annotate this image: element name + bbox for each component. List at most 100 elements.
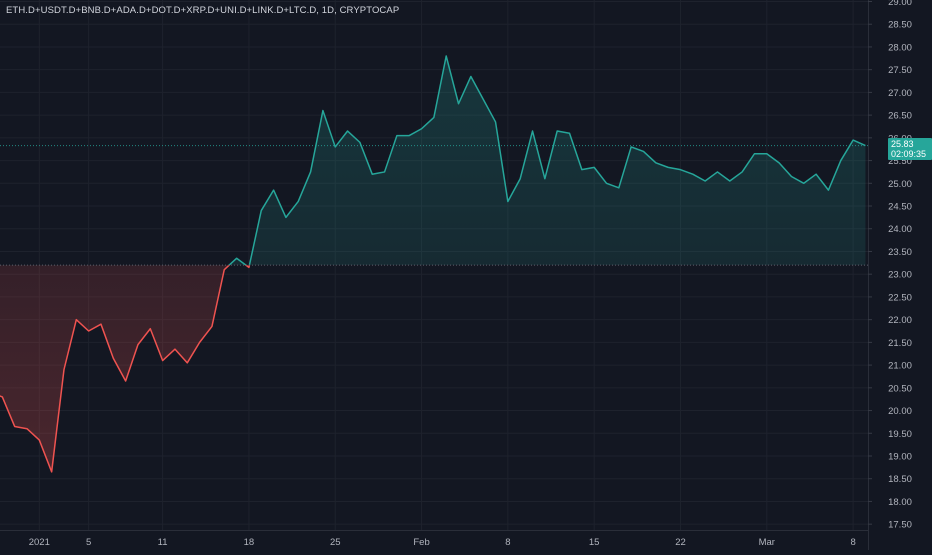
data-point [777, 161, 781, 165]
data-point [555, 129, 559, 133]
data-point [407, 133, 411, 137]
data-point [259, 208, 263, 212]
data-point [580, 167, 584, 171]
data-point [444, 54, 448, 58]
area-fill-above [0, 56, 866, 266]
data-point [752, 152, 756, 156]
series-line-above [228, 55, 866, 266]
data-point [604, 181, 608, 185]
data-point [321, 108, 325, 112]
data-point [543, 177, 547, 181]
data-point [567, 131, 571, 135]
series-line-below [0, 265, 251, 473]
data-point [456, 102, 460, 106]
data-point [641, 149, 645, 153]
data-point [814, 172, 818, 176]
data-point [25, 427, 29, 431]
y-tick-label: 19.50 [888, 429, 912, 440]
data-point [666, 165, 670, 169]
data-point [530, 129, 534, 133]
data-point [382, 170, 386, 174]
data-point [432, 115, 436, 119]
data-point [395, 133, 399, 137]
time-axis[interactable]: 2820215111825Feb81522Mar815 [0, 530, 932, 550]
y-tick-label: 22.50 [888, 292, 912, 303]
data-point [222, 267, 226, 271]
y-tick-label: 28.50 [888, 20, 912, 31]
data-point [592, 165, 596, 169]
data-point [678, 167, 682, 171]
data-point [370, 172, 374, 176]
data-point [111, 356, 115, 360]
data-point [691, 172, 695, 176]
y-tick-label: 23.00 [888, 270, 912, 281]
series-area [0, 56, 866, 472]
data-point [851, 138, 855, 142]
y-tick-label: 23.50 [888, 247, 912, 258]
bar-countdown: 02:09:35 [891, 148, 927, 159]
y-tick-label: 20.50 [888, 383, 912, 394]
y-tick-label: 25.50 [888, 156, 912, 167]
y-tick-label: 25.00 [888, 179, 912, 190]
price-axis-panel [868, 0, 932, 550]
price-axis[interactable]: 17.50 18.00 18.50 19.00 19.50 20.00 20.50 21.00… [868, 0, 932, 550]
area-fill-below [0, 265, 866, 472]
series-line [0, 55, 866, 473]
x-tick-label: 25 [330, 537, 341, 548]
data-point [358, 140, 362, 144]
x-tick-label: 15 [589, 537, 600, 548]
y-tick-label: 21.00 [888, 361, 912, 372]
data-point [37, 438, 41, 442]
data-point [308, 170, 312, 174]
y-tick-label: 24.00 [888, 224, 912, 235]
data-point [469, 74, 473, 78]
data-point [715, 170, 719, 174]
data-point [86, 329, 90, 333]
x-tick-label: Mar [759, 537, 775, 548]
data-point [234, 256, 238, 260]
data-point [629, 145, 633, 149]
data-point [173, 347, 177, 351]
data-point [493, 120, 497, 124]
data-point [333, 145, 337, 149]
time-axis-panel [0, 530, 868, 550]
y-tick-label: 29.00 [888, 0, 912, 8]
data-point [0, 395, 4, 399]
data-point [148, 327, 152, 331]
y-tick-label: 28.00 [888, 42, 912, 53]
data-point [703, 179, 707, 183]
data-point [765, 152, 769, 156]
x-tick-label: 22 [675, 537, 686, 548]
data-point [74, 317, 78, 321]
data-point [49, 470, 53, 474]
data-point [123, 379, 127, 383]
x-tick-label: 5 [86, 537, 91, 548]
x-tick-label: 8 [850, 537, 855, 548]
y-tick-label: 18.50 [888, 474, 912, 485]
y-tick-label: 22.00 [888, 315, 912, 326]
x-tick-label: 18 [244, 537, 255, 548]
data-point [136, 342, 140, 346]
data-point [789, 174, 793, 178]
data-point [740, 170, 744, 174]
x-tick-label: Feb [413, 537, 429, 548]
data-point [271, 188, 275, 192]
data-point [802, 181, 806, 185]
x-tick-label: 11 [158, 537, 168, 548]
data-point [419, 127, 423, 131]
y-tick-label: 20.00 [888, 406, 912, 417]
data-point [654, 161, 658, 165]
data-point [210, 324, 214, 328]
symbol-title[interactable]: ETH.D+USDT.D+BNB.D+ADA.D+DOT.D+XRP.D+UNI… [6, 5, 400, 16]
y-tick-label: 21.50 [888, 338, 912, 349]
y-tick-label: 18.00 [888, 497, 912, 508]
y-tick-label: 26.50 [888, 111, 912, 122]
x-tick-label: 2021 [29, 537, 50, 548]
data-point [296, 199, 300, 203]
data-point [345, 129, 349, 133]
data-point [284, 215, 288, 219]
data-point [863, 143, 867, 147]
y-tick-label: 17.50 [888, 520, 912, 531]
